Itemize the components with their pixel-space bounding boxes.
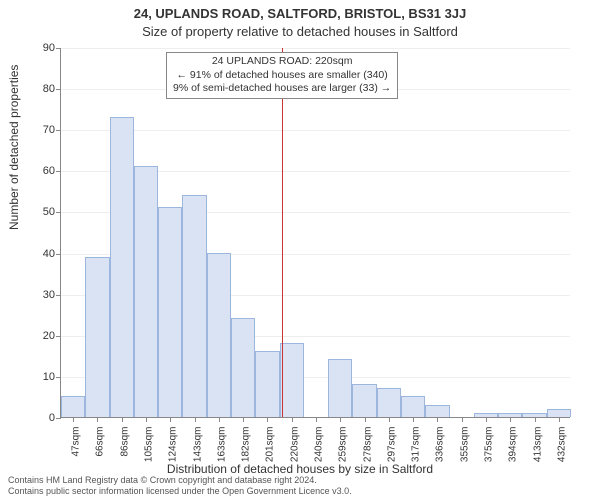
xtick-label: 297sqm [386,427,397,463]
histogram-bar [377,388,401,417]
xtick-mark [413,417,414,422]
histogram-bar [207,253,231,417]
xtick-label: 432sqm [556,427,567,463]
ytick-mark [56,254,61,255]
xtick-label: 105sqm [144,427,155,463]
ytick-mark [56,336,61,337]
histogram-bar [231,318,255,417]
ytick-mark [56,295,61,296]
xtick-label: 317sqm [411,427,422,463]
xtick-mark [510,417,511,422]
xtick-mark [195,417,196,422]
histogram-bar [352,384,376,417]
xtick-label: 66sqm [95,427,106,457]
xtick-label: 201sqm [265,427,276,463]
footer-line2: Contains public sector information licen… [8,486,592,497]
xtick-mark [437,417,438,422]
ytick-mark [56,418,61,419]
xtick-mark [535,417,536,422]
xtick-mark [486,417,487,422]
gridline [61,130,570,131]
xtick-mark [340,417,341,422]
ytick-mark [56,212,61,213]
xtick-label: 182sqm [241,427,252,463]
xtick-label: 375sqm [484,427,495,463]
xtick-mark [316,417,317,422]
histogram-bar [134,166,158,417]
annotation-line: 9% of semi-detached houses are larger (3… [173,82,391,96]
histogram-bar [255,351,279,417]
xtick-label: 259sqm [338,427,349,463]
histogram-bar [547,409,571,417]
xtick-label: 394sqm [508,427,519,463]
xtick-label: 240sqm [314,427,325,463]
xtick-mark [365,417,366,422]
annotation-line: 24 UPLANDS ROAD: 220sqm [173,55,391,69]
y-axis-label: Number of detached properties [7,65,21,230]
xtick-mark [219,417,220,422]
xtick-mark [462,417,463,422]
xtick-label: 220sqm [289,427,300,463]
histogram-bar [280,343,304,417]
annotation-line: ← 91% of detached houses are smaller (34… [173,69,391,83]
xtick-label: 47sqm [71,427,82,457]
ytick-label: 70 [43,124,55,136]
xtick-label: 278sqm [362,427,373,463]
marker-line [282,48,283,417]
xtick-label: 355sqm [459,427,470,463]
xtick-mark [146,417,147,422]
xtick-label: 124sqm [168,427,179,463]
xtick-mark [243,417,244,422]
ytick-mark [56,377,61,378]
xtick-mark [73,417,74,422]
ytick-label: 20 [43,330,55,342]
xtick-mark [389,417,390,422]
ytick-label: 0 [49,412,55,424]
ytick-mark [56,171,61,172]
xtick-label: 336sqm [435,427,446,463]
xtick-mark [267,417,268,422]
histogram-bar [110,117,134,417]
ytick-mark [56,130,61,131]
annotation-box: 24 UPLANDS ROAD: 220sqm← 91% of detached… [166,52,398,99]
ytick-label: 40 [43,248,55,260]
chart-container: 24, UPLANDS ROAD, SALTFORD, BRISTOL, BS3… [0,0,600,500]
chart-title-line1: 24, UPLANDS ROAD, SALTFORD, BRISTOL, BS3… [0,6,600,21]
xtick-mark [122,417,123,422]
chart-title-line2: Size of property relative to detached ho… [0,24,600,39]
histogram-bar [61,396,85,417]
histogram-bar [158,207,182,417]
xtick-label: 413sqm [532,427,543,463]
xtick-mark [97,417,98,422]
histogram-bar [182,195,206,417]
histogram-bar [328,359,352,417]
plot-area: 010203040506070809047sqm66sqm86sqm105sqm… [60,48,570,418]
xtick-mark [559,417,560,422]
xtick-mark [170,417,171,422]
gridline [61,48,570,49]
x-axis-label: Distribution of detached houses by size … [0,462,600,476]
xtick-label: 163sqm [216,427,227,463]
ytick-label: 10 [43,371,55,383]
ytick-label: 90 [43,42,55,54]
histogram-bar [425,405,449,417]
footer-line1: Contains HM Land Registry data © Crown c… [8,475,592,486]
ytick-label: 30 [43,289,55,301]
ytick-label: 60 [43,165,55,177]
xtick-label: 143sqm [192,427,203,463]
ytick-mark [56,48,61,49]
ytick-label: 50 [43,206,55,218]
footer-attribution: Contains HM Land Registry data © Crown c… [8,475,592,497]
xtick-label: 86sqm [119,427,130,457]
histogram-bar [85,257,109,417]
histogram-bar [401,396,425,417]
ytick-mark [56,89,61,90]
ytick-label: 80 [43,83,55,95]
xtick-mark [292,417,293,422]
